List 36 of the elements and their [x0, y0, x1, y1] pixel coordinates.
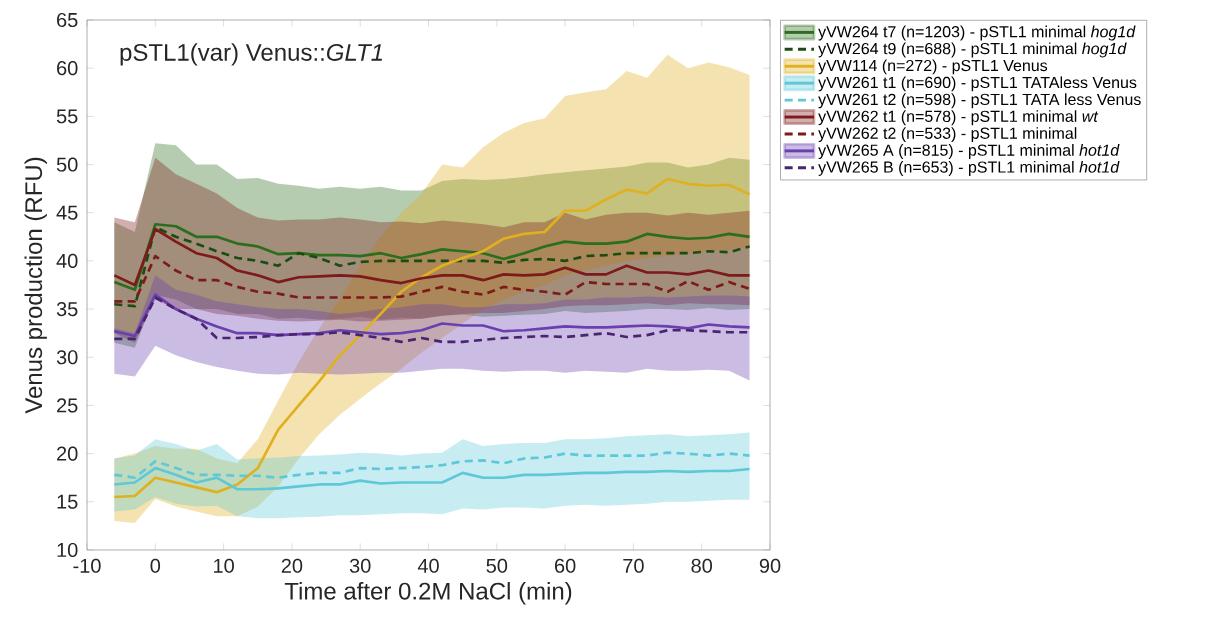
y-axis-title: Venus production (RFU): [24, 157, 47, 414]
x-tick-label: 60: [555, 558, 576, 573]
legend-label: yVW262 t2 (n=533) - pSTL1 minimal: [818, 127, 1077, 143]
x-tick-label: 70: [623, 558, 644, 573]
y-tick-label: 35: [56, 302, 78, 317]
legend-label: yVW265 A (n=815) - pSTL1 minimal hot1d: [818, 144, 1120, 159]
text: pSTL1(var) Venus::GLT1: [120, 43, 383, 66]
y-tick-label: 30: [56, 350, 78, 365]
x-tick-label: -10: [73, 558, 101, 573]
y-tick-label: 40: [56, 253, 78, 268]
y-tick-label: 55: [56, 109, 78, 124]
x-tick-label: 0: [150, 558, 161, 573]
y-tick-label: 60: [57, 61, 78, 76]
legend-label: yVW265 B (n=653) - pSTL1 minimal hot1d: [818, 161, 1120, 176]
x-tick-label: 10: [214, 558, 234, 573]
x-tick-label: 20: [281, 558, 303, 573]
x-axis-title: Time after 0.2M NaCl (min): [284, 582, 572, 605]
x-tick-label: 50: [486, 558, 508, 573]
y-tick-label: 15: [57, 494, 78, 509]
x-tick-label: 80: [691, 558, 713, 573]
legend-label: yVW261 t1 (n=690) - pSTL1 TATAless Venus: [818, 76, 1137, 92]
x-tick-label: 90: [759, 558, 781, 573]
y-tick-label: 45: [56, 205, 78, 220]
y-tick-label: 50: [56, 157, 78, 172]
y-tick-label: 10: [57, 542, 78, 558]
legend-label: yVW261 t2 (n=598) - pSTL1 TATA less Venus: [818, 93, 1141, 109]
legend-label: yVW114 (n=272) - pSTL1 Venus: [818, 59, 1048, 75]
x-tick-label: 30: [349, 558, 371, 573]
y-tick-label: 65: [57, 12, 78, 28]
legend-label: yVW262 t1 (n=578) - pSTL1 minimal wt: [818, 110, 1099, 126]
y-tick-label: 20: [57, 446, 78, 461]
legend-label: yVW264 t9 (n=688) - pSTL1 minimal hog1d: [818, 42, 1127, 58]
line-series: [112, 177, 751, 499]
legend-label: yVW264 t7 (n=1203) - pSTL1 minimal hog1d: [818, 25, 1136, 41]
y-tick-label: 25: [57, 398, 78, 413]
x-tick-label: 40: [417, 558, 439, 573]
